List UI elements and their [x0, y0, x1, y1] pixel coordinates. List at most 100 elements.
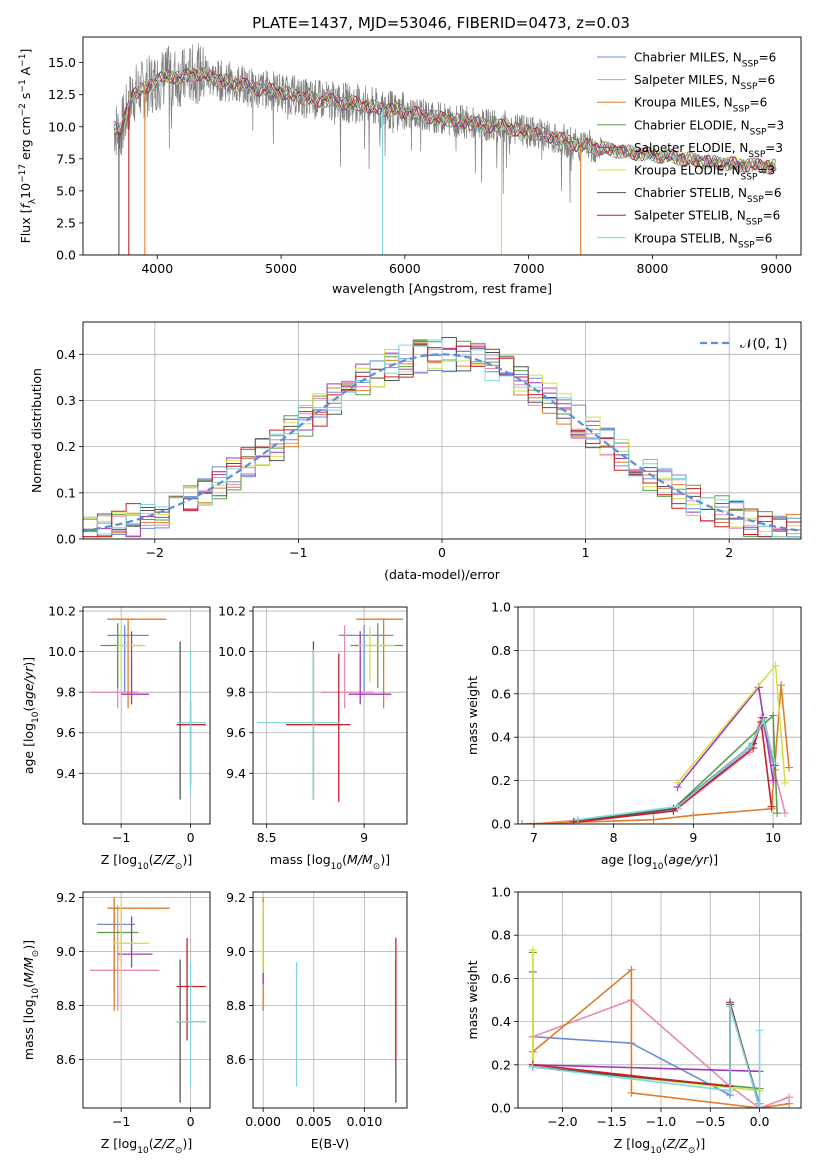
weight-marker: [528, 946, 537, 955]
y-tick-label: 0.2: [491, 1057, 511, 1072]
x-tick-label: 4000: [141, 261, 173, 276]
residual-histogram: [83, 342, 801, 538]
panel-age-vs-mass: 8.5 9 9.4 9.6 9.8 10.0 10.2 mass [log10(M/M⊙)]: [218, 604, 408, 872]
weight-marker: [781, 809, 790, 818]
legend-label: Salpeter ELODIE, NSSP=3: [634, 141, 783, 160]
x-tick-label: 5000: [265, 261, 297, 276]
legend-label: Chabrier ELODIE, NSSP=3: [634, 118, 784, 137]
y-axis-label: mass weight: [465, 960, 480, 1039]
plot-area: [518, 607, 801, 824]
axes-frame: [82, 321, 802, 540]
x-tick-label: 0.005: [296, 1114, 332, 1129]
y-tick-label: 8.6: [226, 1052, 246, 1067]
weight-marker: [777, 681, 786, 690]
panel-residuals: −2 −1 0 1 2 0.0 0.1 0.2 0.3 0.4 𝒩(0, 1) (data-model…: [29, 321, 802, 582]
weight-marker: [689, 811, 698, 820]
weight-marker: [726, 1002, 735, 1011]
weight-series: [532, 1006, 761, 1104]
y-tick-label: 9.4: [56, 766, 76, 781]
x-tick-label: 6000: [389, 261, 421, 276]
legend-label: Chabrier MILES, NSSP=6: [634, 51, 776, 70]
y-tick-label: 0.2: [56, 439, 76, 454]
weight-marker: [771, 661, 780, 670]
y-tick-label: 0.6: [491, 971, 511, 986]
y-tick-label: 0.1: [56, 485, 76, 500]
y-tick-label: 10.2: [218, 604, 246, 619]
plot-area: [83, 892, 210, 1108]
axes-frame: [82, 36, 802, 256]
panel-spectrum: 4000 5000 6000 7000 8000 9000 0.0 2.5 5.0 7.5 10.0…: [18, 36, 802, 296]
model-spectrum: [113, 67, 776, 174]
panel-mass-vs-Z: −1 0 8.6 8.8 9.0 9.2 Z [log10(Z/Z⊙)] mass [log1…: [21, 890, 211, 1156]
x-tick-label: 8: [610, 830, 618, 845]
x-tick-label: 0.000: [245, 1114, 281, 1129]
x-axis-label: Z [log10(Z/Z⊙)]: [101, 1136, 192, 1156]
y-tick-label: 8.8: [226, 998, 246, 1013]
x-tick-label: 9: [689, 830, 697, 845]
weight-marker: [785, 763, 794, 772]
legend-label: Kroupa MILES, NSSP=6: [634, 96, 767, 115]
plot-area: [253, 892, 407, 1108]
x-tick-label: 1: [582, 545, 590, 560]
y-axis-label: mass weight: [465, 676, 480, 755]
x-tick-label: 7000: [513, 261, 545, 276]
x-tick-label: 8.5: [257, 830, 277, 845]
weight-marker: [518, 820, 526, 824]
x-tick-label: −1: [289, 545, 307, 560]
weight-marker: [649, 815, 658, 824]
y-axis-label: mass [log10(M/M⊙)]: [21, 940, 41, 1060]
y-tick-label: 0.2: [491, 773, 511, 788]
panel-mass-weight-vs-age: 7 8 9 10 0.0 0.2 0.4 0.6 0.8 1.0 age [log10(age/yr…: [465, 600, 802, 872]
legend-label: Salpeter MILES, NSSP=6: [634, 73, 775, 92]
y-tick-label: 0.3: [56, 393, 76, 408]
y-tick-label: 0.0: [56, 248, 76, 263]
y-tick-label: 2.5: [56, 215, 76, 230]
x-tick-label: −1.0: [646, 1114, 676, 1129]
y-tick-label: 9.8: [226, 685, 246, 700]
plot-area: [518, 892, 801, 1108]
weight-marker: [669, 806, 678, 815]
x-tick-label: 7: [530, 830, 538, 845]
panel-age-vs-Z: −1 0 9.4 9.6 9.8 10.0 10.2 Z [log10(Z/Z⊙)] age […: [21, 604, 211, 872]
x-axis-label: mass [log10(M/M⊙)]: [270, 852, 390, 872]
x-tick-label: −1: [112, 1114, 130, 1129]
weight-marker: [755, 1104, 764, 1108]
x-tick-label: −1.5: [596, 1114, 626, 1129]
weight-marker: [673, 802, 682, 811]
weight-marker: [673, 778, 682, 787]
figure-title: PLATE=1437, MJD=53046, FIBERID=0473, z=0…: [252, 14, 630, 32]
weight-marker: [769, 711, 778, 720]
y-tick-label: 0.4: [491, 730, 511, 745]
y-tick-label: 10.0: [48, 644, 76, 659]
weight-marker: [773, 809, 782, 818]
weight-series: [521, 685, 790, 824]
y-tick-label: 10.2: [48, 604, 76, 619]
x-tick-label: 0.0: [750, 1114, 770, 1129]
y-tick-label: 0.0: [56, 532, 76, 547]
y-tick-label: 0.6: [491, 686, 511, 701]
x-tick-label: 0: [187, 830, 195, 845]
weight-marker: [573, 815, 582, 824]
x-axis-label: (data-model)/error: [384, 567, 501, 582]
weight-series: [573, 713, 778, 823]
panel-mass-weight-vs-Z: −2.0 −1.5 −1.0 −0.5 0.0 0.0 0.2 0.4 0.6 0.8 1.0 Z […: [465, 885, 802, 1156]
weight-marker: [767, 802, 776, 811]
legend-label: Chabrier STELIB, NSSP=6: [634, 186, 782, 205]
y-tick-label: 0.0: [491, 817, 511, 832]
y-tick-label: 9.6: [56, 725, 76, 740]
legend: Chabrier MILES, NSSP=6 Salpeter MILES, NS…: [597, 51, 784, 250]
weight-marker: [759, 715, 768, 724]
weight-marker: [781, 778, 790, 787]
y-tick-label: 12.5: [48, 87, 76, 102]
x-axis-label: Z [log10(Z/Z⊙)]: [101, 852, 192, 872]
plot-area: [83, 322, 801, 539]
x-tick-label: 2: [725, 545, 733, 560]
weight-marker: [746, 741, 755, 750]
weight-marker: [769, 776, 778, 785]
weight-marker: [770, 759, 779, 768]
y-tick-label: 9.0: [226, 944, 246, 959]
y-tick-label: 9.6: [226, 725, 246, 740]
weight-series: [577, 717, 776, 821]
panel-mass-vs-ebv: 0.000 0.005 0.010 8.6 8.8 9.0 9.2 E(B-V): [226, 890, 408, 1151]
